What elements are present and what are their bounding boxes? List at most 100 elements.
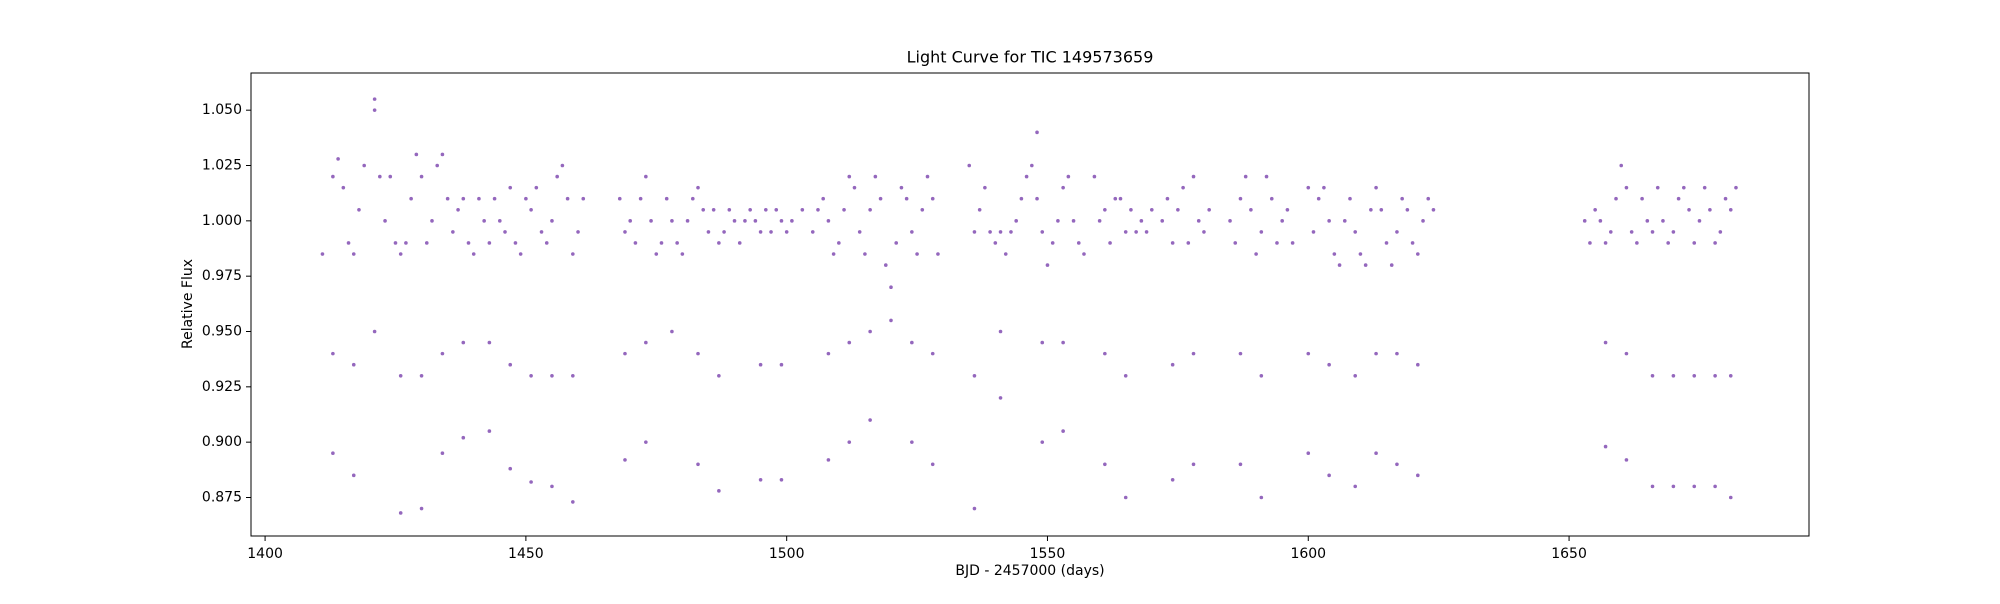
data-point bbox=[487, 429, 492, 433]
data-point bbox=[1238, 462, 1243, 467]
data-point bbox=[1050, 241, 1055, 245]
data-point bbox=[1040, 230, 1045, 234]
data-point bbox=[529, 207, 533, 212]
data-point bbox=[424, 241, 429, 245]
data-point bbox=[1582, 219, 1587, 223]
data-point bbox=[1734, 185, 1738, 190]
data-point bbox=[419, 373, 424, 378]
data-point bbox=[1603, 444, 1608, 449]
data-point bbox=[1713, 373, 1717, 378]
data-point bbox=[1327, 473, 1331, 478]
data-point bbox=[1322, 185, 1326, 190]
data-point bbox=[1608, 230, 1613, 234]
data-point bbox=[889, 318, 893, 323]
data-point bbox=[539, 230, 544, 234]
data-point bbox=[711, 207, 716, 212]
data-point bbox=[1113, 196, 1118, 201]
data-point bbox=[1311, 230, 1316, 234]
data-point bbox=[936, 252, 940, 256]
data-point bbox=[372, 108, 377, 112]
data-point bbox=[351, 362, 356, 367]
data-point bbox=[1160, 219, 1165, 223]
data-point bbox=[1061, 185, 1065, 190]
data-point bbox=[1259, 495, 1264, 500]
data-point bbox=[1728, 373, 1733, 378]
data-point bbox=[372, 97, 377, 101]
data-point bbox=[1191, 174, 1196, 179]
data-point bbox=[409, 196, 413, 201]
data-point bbox=[1348, 196, 1352, 201]
x-tick-label: 1500 bbox=[769, 546, 805, 562]
data-point bbox=[1280, 219, 1284, 223]
data-point bbox=[1624, 351, 1629, 356]
data-point bbox=[774, 207, 779, 212]
data-point bbox=[1353, 230, 1358, 234]
data-point bbox=[1269, 196, 1274, 201]
data-point bbox=[1170, 362, 1175, 367]
data-point bbox=[560, 163, 565, 168]
data-point bbox=[1416, 473, 1420, 478]
data-point bbox=[1306, 451, 1311, 456]
data-point bbox=[1061, 340, 1065, 345]
data-point bbox=[576, 230, 580, 234]
data-point bbox=[471, 252, 476, 256]
data-point bbox=[1019, 196, 1024, 201]
data-point bbox=[466, 241, 471, 245]
data-point bbox=[393, 241, 398, 245]
data-point bbox=[690, 196, 695, 201]
data-point bbox=[1374, 351, 1378, 356]
data-point bbox=[1097, 219, 1102, 223]
data-point bbox=[915, 252, 919, 256]
data-point bbox=[1692, 373, 1697, 378]
chart-title: Light Curve for TIC 149573659 bbox=[907, 48, 1154, 67]
data-point bbox=[1635, 241, 1639, 245]
data-point bbox=[1671, 484, 1676, 489]
data-point bbox=[1363, 263, 1368, 267]
data-point bbox=[998, 396, 1003, 400]
data-point bbox=[1353, 484, 1358, 489]
data-point bbox=[998, 329, 1003, 334]
data-point bbox=[508, 185, 513, 190]
data-point bbox=[529, 480, 533, 484]
data-point bbox=[451, 230, 455, 234]
data-point bbox=[988, 230, 992, 234]
data-point bbox=[977, 207, 982, 212]
data-point bbox=[1723, 196, 1728, 201]
data-point bbox=[1103, 207, 1107, 212]
data-point bbox=[852, 185, 857, 190]
data-point bbox=[1395, 351, 1399, 356]
data-point bbox=[404, 241, 408, 245]
data-point bbox=[1196, 219, 1201, 223]
data-point bbox=[1650, 373, 1655, 378]
data-point bbox=[821, 196, 825, 201]
data-point bbox=[1702, 185, 1707, 190]
x-axis-label: BJD - 2457000 (days) bbox=[955, 563, 1104, 579]
data-point bbox=[649, 219, 653, 223]
data-point bbox=[1405, 207, 1410, 212]
data-point bbox=[1170, 477, 1175, 482]
data-point bbox=[816, 207, 820, 212]
data-point bbox=[1374, 451, 1378, 456]
data-point bbox=[1682, 185, 1686, 190]
data-point bbox=[1040, 340, 1045, 345]
data-point bbox=[837, 241, 841, 245]
data-point bbox=[1118, 196, 1123, 201]
data-point bbox=[1254, 252, 1258, 256]
data-point bbox=[810, 230, 815, 234]
data-point bbox=[873, 174, 878, 179]
data-point bbox=[1342, 219, 1347, 223]
data-point bbox=[638, 196, 643, 201]
data-point bbox=[550, 373, 554, 378]
data-point bbox=[320, 252, 325, 256]
data-point bbox=[331, 351, 335, 356]
data-point bbox=[1149, 207, 1154, 212]
data-point bbox=[388, 174, 393, 179]
data-point bbox=[440, 152, 445, 157]
data-point bbox=[1243, 174, 1248, 179]
data-point bbox=[1103, 462, 1107, 467]
data-point bbox=[920, 207, 925, 212]
data-point bbox=[748, 207, 752, 212]
data-point bbox=[1123, 495, 1128, 500]
data-point bbox=[357, 207, 361, 212]
data-point bbox=[1176, 207, 1180, 212]
